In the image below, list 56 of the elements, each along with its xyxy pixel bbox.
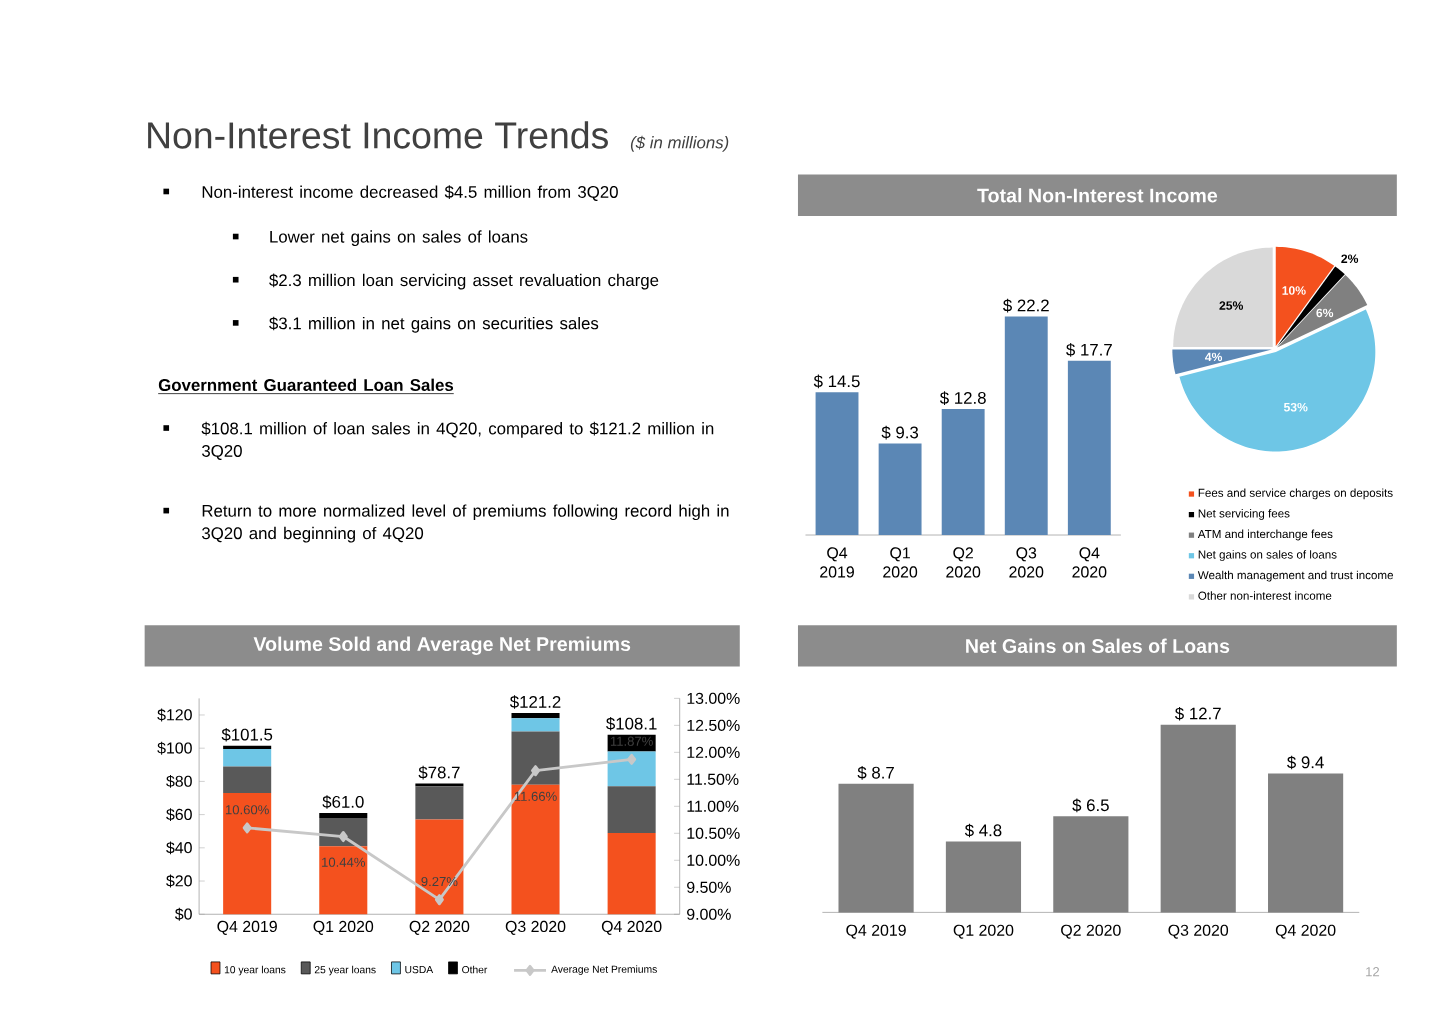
bar: [223, 793, 272, 915]
total-label: $101.5: [221, 728, 273, 742]
bar: [319, 813, 368, 819]
total-label: $108.1: [606, 717, 657, 731]
chart-title: Volume Sold and Average Net Premiums: [253, 636, 631, 656]
data-label: $ 8.7: [857, 766, 894, 780]
bar: [1053, 816, 1129, 913]
data-label: $ 4.8: [964, 823, 1002, 838]
data-label: $ 14.5: [813, 374, 860, 389]
bar: [1067, 360, 1111, 536]
bar: [878, 443, 922, 536]
point: [338, 831, 348, 843]
data-label: $ 12.8: [939, 391, 986, 406]
text: Non-interest income decreased $4.5 million from 3Q20: [202, 185, 618, 202]
bar: [838, 783, 914, 913]
data-label: $ 17.7: [1066, 343, 1112, 357]
text: $2.3 million loan servicing asset revaluation charge: [269, 273, 659, 290]
bar: [223, 766, 272, 794]
bar: [607, 833, 656, 915]
text: ($ in millions): [630, 135, 729, 152]
total-label: $78.7: [418, 765, 460, 780]
data-label: $ 9.3: [881, 425, 919, 440]
text: Return to more normalized level of premiums following record high in 3Q20 and beginning of 4Q20: [202, 504, 729, 543]
bar: [319, 846, 368, 915]
bar: [945, 841, 1022, 913]
text: Non-Interest Income Trends: [148, 121, 608, 149]
bar: [941, 409, 985, 536]
bar: [607, 751, 656, 787]
data-label: $ 9.4: [1287, 755, 1324, 770]
text: $3.1 million in net gains on securities sales: [269, 316, 599, 333]
text: Government Guaranteed Loan Sales: [158, 378, 454, 392]
point: [531, 765, 541, 777]
point: [242, 822, 252, 834]
bar: [511, 713, 560, 719]
point: [434, 894, 444, 906]
bar: [1160, 724, 1236, 913]
bar: [223, 749, 272, 767]
chart-title: Total Non-Interest Income: [977, 188, 1218, 203]
total-label: $61.0: [322, 795, 364, 809]
data-label: $ 6.5: [1072, 798, 1109, 813]
data-label: $ 12.7: [1175, 707, 1221, 721]
bar: [415, 786, 464, 820]
text: Lower net gains on sales of loans: [270, 230, 528, 247]
bar: [1268, 773, 1344, 913]
bar: [511, 718, 560, 732]
point: [627, 753, 637, 765]
bar: [1004, 316, 1048, 536]
bar: [815, 392, 859, 536]
bar: [415, 819, 464, 915]
text: $108.1 million of loan sales in 4Q20, compared to $121.2 million in 3Q20: [201, 421, 714, 461]
chart-title: Net Gains on Sales of Loans: [966, 638, 1230, 654]
total-label: $121.2: [509, 695, 561, 709]
bar: [511, 784, 560, 915]
bar: [511, 731, 560, 785]
bar: [607, 786, 656, 833]
data-label: $ 22.2: [1003, 298, 1049, 313]
